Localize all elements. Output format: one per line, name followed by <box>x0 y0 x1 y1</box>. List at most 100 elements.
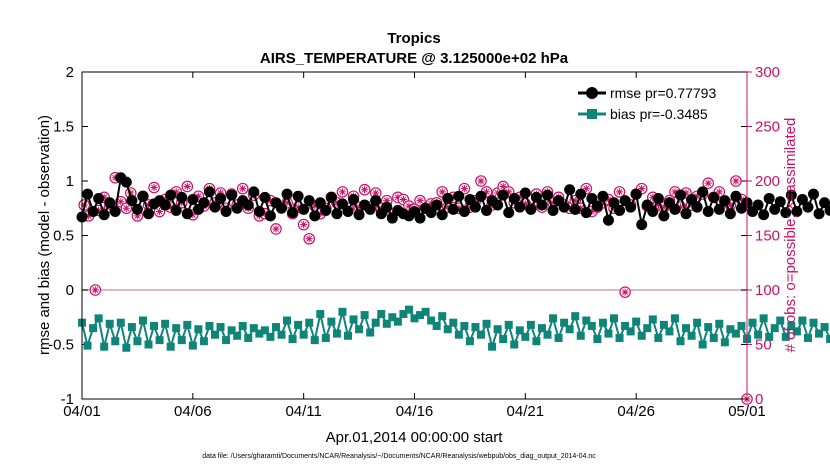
bias-point <box>222 336 231 345</box>
bias-point <box>244 333 253 342</box>
rmse-point <box>564 184 576 196</box>
obs-point <box>613 186 626 198</box>
bias-point <box>260 326 269 335</box>
bias-point <box>443 325 452 334</box>
bias-point <box>83 341 92 350</box>
obs-assimilated-marker <box>272 225 280 233</box>
rmse-point <box>342 206 354 218</box>
obs-assimilated-marker <box>449 193 457 201</box>
rmse-point <box>170 204 182 216</box>
obs-assimilated-marker <box>615 188 624 196</box>
bias-point <box>792 327 801 336</box>
rmse-point <box>691 201 703 213</box>
legend: rmse pr=0.77793 bias pr=-0.3485 <box>573 79 741 126</box>
obs-assimilated-marker <box>127 189 135 197</box>
obs-assimilated-marker <box>394 193 402 201</box>
rmse-point <box>431 199 443 211</box>
y-axis-label: rmse and bias (model - observation) <box>36 115 53 355</box>
bias-point <box>604 329 613 338</box>
rmse-point <box>176 191 188 203</box>
bias-point <box>504 320 513 329</box>
obs-point <box>297 218 310 231</box>
bias-point <box>809 318 818 327</box>
obs-assimilated-marker <box>604 195 613 204</box>
bias-point <box>820 323 829 332</box>
rmse-point <box>602 214 614 226</box>
y2-tick-label: 250 <box>755 119 780 136</box>
bias-point <box>238 321 247 330</box>
rmse-point <box>519 187 531 199</box>
bias-point <box>704 323 713 332</box>
bias-point <box>726 325 735 334</box>
rmse-point <box>226 189 238 201</box>
bias-point <box>366 328 375 337</box>
footnote: data file: /Users/gharamti/Documents/NCA… <box>202 453 596 460</box>
rmse-point <box>752 199 764 211</box>
rmse-point <box>492 199 504 211</box>
bias-point <box>127 323 136 332</box>
bias-point <box>177 336 186 345</box>
bias-point <box>787 321 796 330</box>
obs-assimilated-marker <box>638 185 646 193</box>
rmse-point <box>370 195 382 207</box>
obs-assimilated-marker <box>582 185 590 193</box>
bias-point <box>449 318 458 327</box>
bias-point <box>731 329 740 338</box>
rmse-point <box>763 192 775 204</box>
bias-point <box>150 321 159 330</box>
bias-point <box>737 321 746 330</box>
rmse-point <box>481 204 493 216</box>
rmse-point <box>514 201 526 213</box>
rmse-point <box>264 210 276 222</box>
bias-point <box>798 316 807 325</box>
obs-point <box>120 202 133 215</box>
obs-point <box>619 286 631 298</box>
rmse-point <box>697 186 709 198</box>
bias-point <box>310 336 319 345</box>
x-tick-label: 04/26 <box>617 403 655 420</box>
bias-point <box>94 314 103 323</box>
bias-point <box>593 335 602 344</box>
rmse-point <box>159 199 171 211</box>
bias-point <box>316 309 325 318</box>
rmse-point <box>220 206 232 218</box>
bias-point <box>166 342 175 351</box>
x-tick-label: 04/06 <box>174 403 212 420</box>
bias-point <box>781 332 790 341</box>
rmse-point <box>87 206 99 218</box>
obs-point <box>414 194 426 207</box>
bias-point <box>421 307 430 316</box>
bias-point <box>377 309 386 318</box>
obs-assimilated-marker <box>455 204 463 212</box>
obs-assimilated-marker <box>416 197 424 205</box>
rmse-point <box>414 212 426 224</box>
obs-point <box>458 182 471 195</box>
obs-assimilated-marker <box>516 193 524 201</box>
bias-point <box>720 338 729 347</box>
bias-point <box>748 318 757 327</box>
rmse-point <box>281 188 293 200</box>
bias-point <box>338 307 347 316</box>
rmse-point <box>724 208 736 220</box>
obs-assimilated-marker <box>399 195 408 204</box>
bias-point <box>549 314 558 323</box>
rmse-point <box>625 201 637 213</box>
rmse-point <box>597 190 609 202</box>
bias-point <box>643 324 652 333</box>
bias-point <box>510 340 519 349</box>
rmse-point <box>104 197 116 209</box>
chart-subtitle: AIRS_TEMPERATURE @ 3.125000e+02 hPa <box>260 50 569 67</box>
x-tick-label: 04/16 <box>396 403 434 420</box>
rmse-point <box>802 201 814 213</box>
bias-point <box>665 327 674 336</box>
rmse-point <box>143 208 154 220</box>
y-tick-label: 1.5 <box>53 119 74 136</box>
obs-assimilated-marker <box>294 203 302 211</box>
obs-assimilated-marker <box>355 203 363 211</box>
x-tick-label: 05/01 <box>728 403 766 420</box>
bias-point <box>465 337 474 346</box>
legend-bias-marker <box>587 109 597 119</box>
obs-assimilated-marker <box>361 186 369 194</box>
obs-assimilated-marker <box>144 201 153 209</box>
obs-assimilated-marker <box>654 201 662 209</box>
